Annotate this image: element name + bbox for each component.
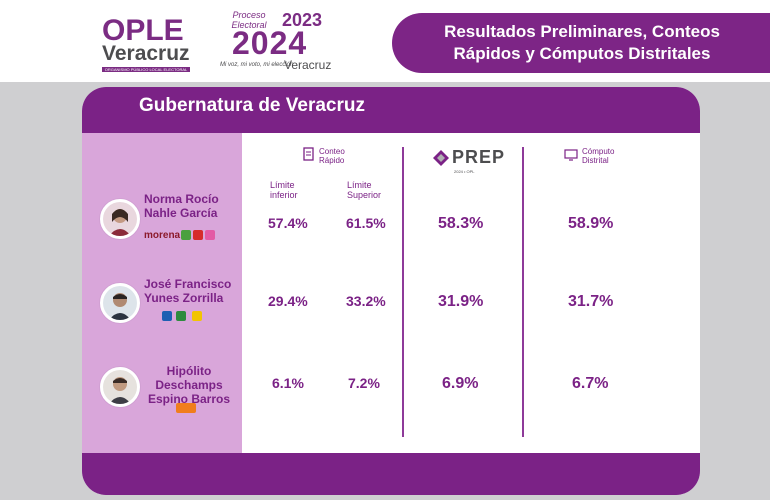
pvem-icon bbox=[181, 230, 191, 240]
slogan-place: Veracruz bbox=[284, 58, 332, 72]
candidate-avatar bbox=[100, 367, 140, 407]
card-header: Gubernatura de Veracruz bbox=[82, 87, 700, 133]
computo-distrital-label: Cómputo Distrital bbox=[582, 147, 614, 165]
computo-value: 31.7% bbox=[568, 293, 614, 310]
proceso-label: Proceso Electoral bbox=[231, 10, 267, 30]
prep-label: PREP bbox=[452, 147, 506, 167]
header-title-line2: Rápidos y Cómputos Distritales bbox=[453, 44, 711, 63]
prep-logo-icon bbox=[433, 150, 449, 166]
superior-value: 61.5% bbox=[346, 215, 386, 231]
pan-icon bbox=[162, 311, 172, 321]
ople-logo: OPLE Veracruz ORGANISMO PÚBLICO LOCAL EL… bbox=[100, 12, 192, 74]
divider bbox=[402, 147, 404, 437]
person-icon bbox=[103, 286, 137, 320]
header-banner: Resultados Preliminares, Conteos Rápidos… bbox=[392, 13, 770, 73]
superior-value: 33.2% bbox=[346, 293, 386, 309]
candidate-avatar bbox=[100, 283, 140, 323]
prep-sub: 2024 • OPL bbox=[454, 169, 475, 174]
inferior-value: 57.4% bbox=[268, 215, 308, 231]
ople-word: OPLE bbox=[102, 14, 184, 47]
card-title: Gubernatura de Veracruz bbox=[139, 95, 365, 116]
inferior-value: 29.4% bbox=[268, 293, 308, 309]
conteo-line1: Conteo bbox=[319, 147, 345, 156]
pt-icon bbox=[193, 230, 203, 240]
header-title-line1: Resultados Preliminares, Conteos bbox=[444, 22, 720, 41]
inferior-value: 6.1% bbox=[272, 375, 304, 391]
conteo-line2: Rápido bbox=[319, 156, 345, 165]
computo-line1: Cómputo bbox=[582, 147, 615, 156]
fxm-icon bbox=[205, 230, 215, 240]
superior-value: 7.2% bbox=[348, 375, 380, 391]
limite-superior-label: Límite Superior bbox=[347, 180, 382, 200]
computo-value: 6.7% bbox=[572, 375, 609, 392]
mc-icon bbox=[176, 403, 196, 413]
pri-icon bbox=[176, 311, 186, 321]
divider bbox=[522, 147, 524, 437]
conteo-rapido-label: Conteo Rápido bbox=[319, 147, 345, 165]
candidate-name: José Francisco Yunes Zorrilla bbox=[144, 277, 232, 305]
computo-distrital-icon bbox=[564, 149, 578, 161]
computo-line2: Distrital bbox=[582, 156, 609, 165]
slogan: Mi voz, mi voto, mi elección bbox=[220, 62, 294, 68]
morena-label: morena bbox=[144, 230, 181, 241]
candidate-avatar bbox=[100, 199, 140, 239]
candidate-name: Norma Rocío Nahle García bbox=[144, 192, 219, 220]
card-footer bbox=[82, 453, 700, 495]
prep-value: 31.9% bbox=[438, 293, 484, 310]
person-icon bbox=[103, 202, 137, 236]
year-2024: 2024 bbox=[232, 25, 308, 61]
computo-value: 58.9% bbox=[568, 215, 614, 232]
prd-icon bbox=[192, 311, 202, 321]
header-title: Resultados Preliminares, Conteos Rápidos… bbox=[392, 21, 770, 65]
year-2023: 2023 bbox=[282, 10, 323, 30]
person-icon bbox=[103, 370, 137, 404]
prep-value: 6.9% bbox=[442, 375, 479, 392]
proceso-electoral-logo: Proceso Electoral 2023 2024 Mi voz, mi v… bbox=[218, 8, 332, 74]
limite-inferior-label: Límite inferior bbox=[270, 180, 298, 200]
prep-value: 58.3% bbox=[438, 215, 484, 232]
candidate-name: Hipólito Deschamps Espino Barros bbox=[147, 364, 231, 406]
results-card: Gubernatura de Veracruz Conteo Rápido PR… bbox=[82, 87, 700, 495]
ople-tag: ORGANISMO PÚBLICO LOCAL ELECTORAL bbox=[102, 67, 190, 72]
ople-sub: Veracruz bbox=[102, 42, 190, 65]
conteo-rapido-icon bbox=[303, 147, 314, 161]
